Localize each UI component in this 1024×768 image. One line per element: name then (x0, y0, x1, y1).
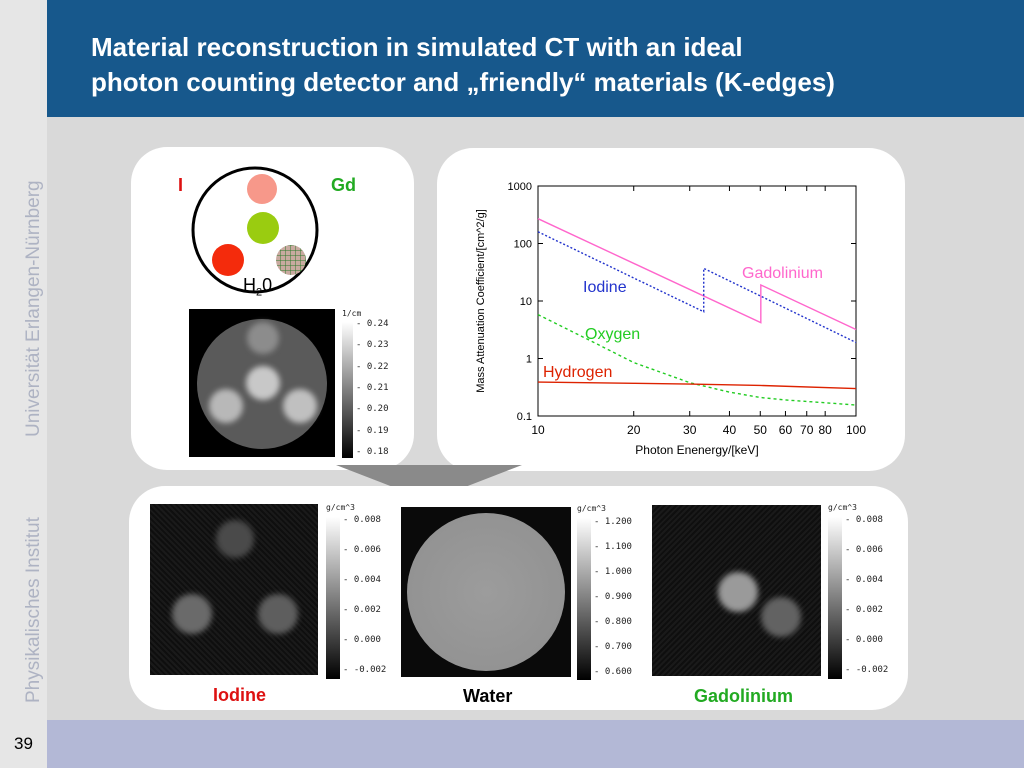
phantom-diagram (191, 166, 319, 294)
down-arrow (336, 465, 522, 501)
iodine-image (150, 504, 318, 675)
gadolinium-insert-center (718, 572, 758, 612)
colorbar-tick: - 0.000 (845, 635, 883, 645)
title-line-1: Material reconstruction in simulated CT … (91, 32, 743, 62)
colorbar-tick: - 0.006 (343, 545, 381, 555)
colorbar-tick: - 0.20 (356, 404, 389, 415)
x-axis-label: Photon Enenergy/[keV] (635, 443, 758, 457)
water-label: Water (463, 686, 513, 706)
x-tick-label: 50 (754, 423, 768, 437)
colorbar-tick: - 0.18 (356, 447, 389, 457)
colorbar-tick: - 1.200 (594, 517, 632, 527)
water-colorbar-gradient (577, 518, 591, 680)
x-tick-label: 80 (819, 423, 833, 437)
gadolinium-label: Gadolinium (694, 686, 793, 706)
slide-title: Material reconstruction in simulated CT … (91, 30, 835, 100)
y-axis-label: Mass Attenuation Coefficient/[cm^2/g] (475, 209, 487, 393)
ct-colorbar-unit: 1/cm (342, 309, 362, 318)
colorbar-tick: - 0.21 (356, 383, 389, 393)
series-hydrogen (537, 381, 857, 390)
water-disk (407, 513, 565, 671)
series-label-oxygen: Oxygen (585, 326, 640, 343)
colorbar-tick: - 0.22 (356, 361, 389, 372)
ct-colorbar-gradient (342, 322, 353, 458)
gadolinium-colorbar-unit: g/cm^3 (828, 503, 857, 512)
colorbar-tick: - 0.19 (356, 425, 389, 436)
university-text: Universität Erlangen-Nürnberg (23, 180, 44, 437)
label-Gd: Gd (331, 175, 356, 195)
iodine-label: Iodine (213, 685, 266, 705)
iodine-insert (247, 174, 277, 204)
ct-insert-top (247, 322, 279, 354)
series-label-iodine: Iodine (583, 279, 627, 296)
iodine-insert-left (172, 594, 212, 634)
x-tick-label: 40 (723, 423, 737, 437)
water-image (401, 507, 571, 677)
colorbar-tick: - 0.900 (594, 592, 632, 602)
gadolinium-insert (247, 212, 279, 244)
iodine-insert-top (216, 520, 254, 558)
ct-insert-right (283, 389, 317, 423)
y-tick-label: 100 (514, 239, 532, 251)
series-iodine (537, 231, 857, 344)
x-tick-label: 100 (846, 423, 866, 437)
left-strip (0, 0, 47, 720)
ct-insert-center (246, 366, 280, 400)
y-tick-label: 1 (526, 354, 532, 366)
x-tick-label: 20 (627, 423, 641, 437)
label-h2o: H20 (243, 275, 273, 299)
colorbar-tick: - 0.000 (343, 635, 381, 645)
y-tick-label: 1000 (508, 181, 532, 193)
gadolinium-colorbar-gradient (828, 517, 842, 679)
colorbar-tick: - 0.002 (343, 605, 381, 615)
iodine-gd-insert (212, 244, 244, 276)
ct-reconstruction-image (189, 309, 335, 457)
colorbar-tick: - 1.000 (594, 567, 632, 577)
series-label-gadolinium: Gadolinium (742, 265, 823, 282)
x-tick-label: 10 (531, 423, 545, 437)
iodine-insert-right (258, 594, 298, 634)
colorbar-tick: - 0.800 (594, 617, 632, 627)
attenuation-chart: 10 20 30 40 50 60 70 80 100 1000 100 10 1 0.1 Photon E… (475, 181, 866, 457)
chart-panel (437, 148, 905, 471)
footer-bar (47, 720, 1024, 768)
colorbar-tick: - 0.008 (845, 515, 883, 525)
colorbar-tick: - 1.100 (594, 542, 632, 552)
series-oxygen (537, 313, 857, 406)
x-tick-label: 70 (800, 423, 814, 437)
colorbar-tick: - 0.23 (356, 340, 389, 351)
colorbar-tick: - 0.008 (343, 515, 381, 525)
water-insert (276, 245, 306, 275)
x-tick-label: 30 (683, 423, 697, 437)
page-number: 39 (0, 720, 47, 768)
institute-text: Physikalisches Institut (23, 517, 44, 703)
colorbar-tick: - 0.002 (845, 605, 883, 615)
series-label-hydrogen: Hydrogen (543, 364, 612, 381)
gadolinium-image (652, 505, 821, 676)
gadolinium-insert-right (761, 597, 801, 637)
water-colorbar-unit: g/cm^3 (577, 504, 606, 513)
y-tick-label: 0.1 (517, 411, 532, 423)
ct-insert-left (209, 389, 243, 423)
colorbar-tick: - -0.002 (343, 665, 387, 675)
label-I: I (178, 175, 184, 195)
colorbar-tick: - 0.004 (845, 575, 883, 585)
colorbar-tick: - 0.600 (594, 667, 632, 677)
iodine-colorbar-gradient (326, 517, 340, 679)
colorbar-tick: - 0.006 (845, 545, 883, 555)
slide-header: Material reconstruction in simulated CT … (47, 0, 1024, 117)
iodine-colorbar-unit: g/cm^3 (326, 503, 355, 512)
colorbar-tick: - 0.24 (356, 319, 389, 329)
title-line-2: photon counting detector and „friendly“ … (91, 67, 835, 97)
y-tick-label: 10 (520, 296, 532, 308)
plot-frame (537, 185, 857, 417)
colorbar-tick: - -0.002 (845, 665, 889, 675)
series-gadolinium (537, 218, 857, 331)
x-tick-label: 60 (779, 423, 793, 437)
colorbar-tick: - 0.700 (594, 642, 632, 652)
colorbar-tick: - 0.004 (343, 575, 381, 585)
